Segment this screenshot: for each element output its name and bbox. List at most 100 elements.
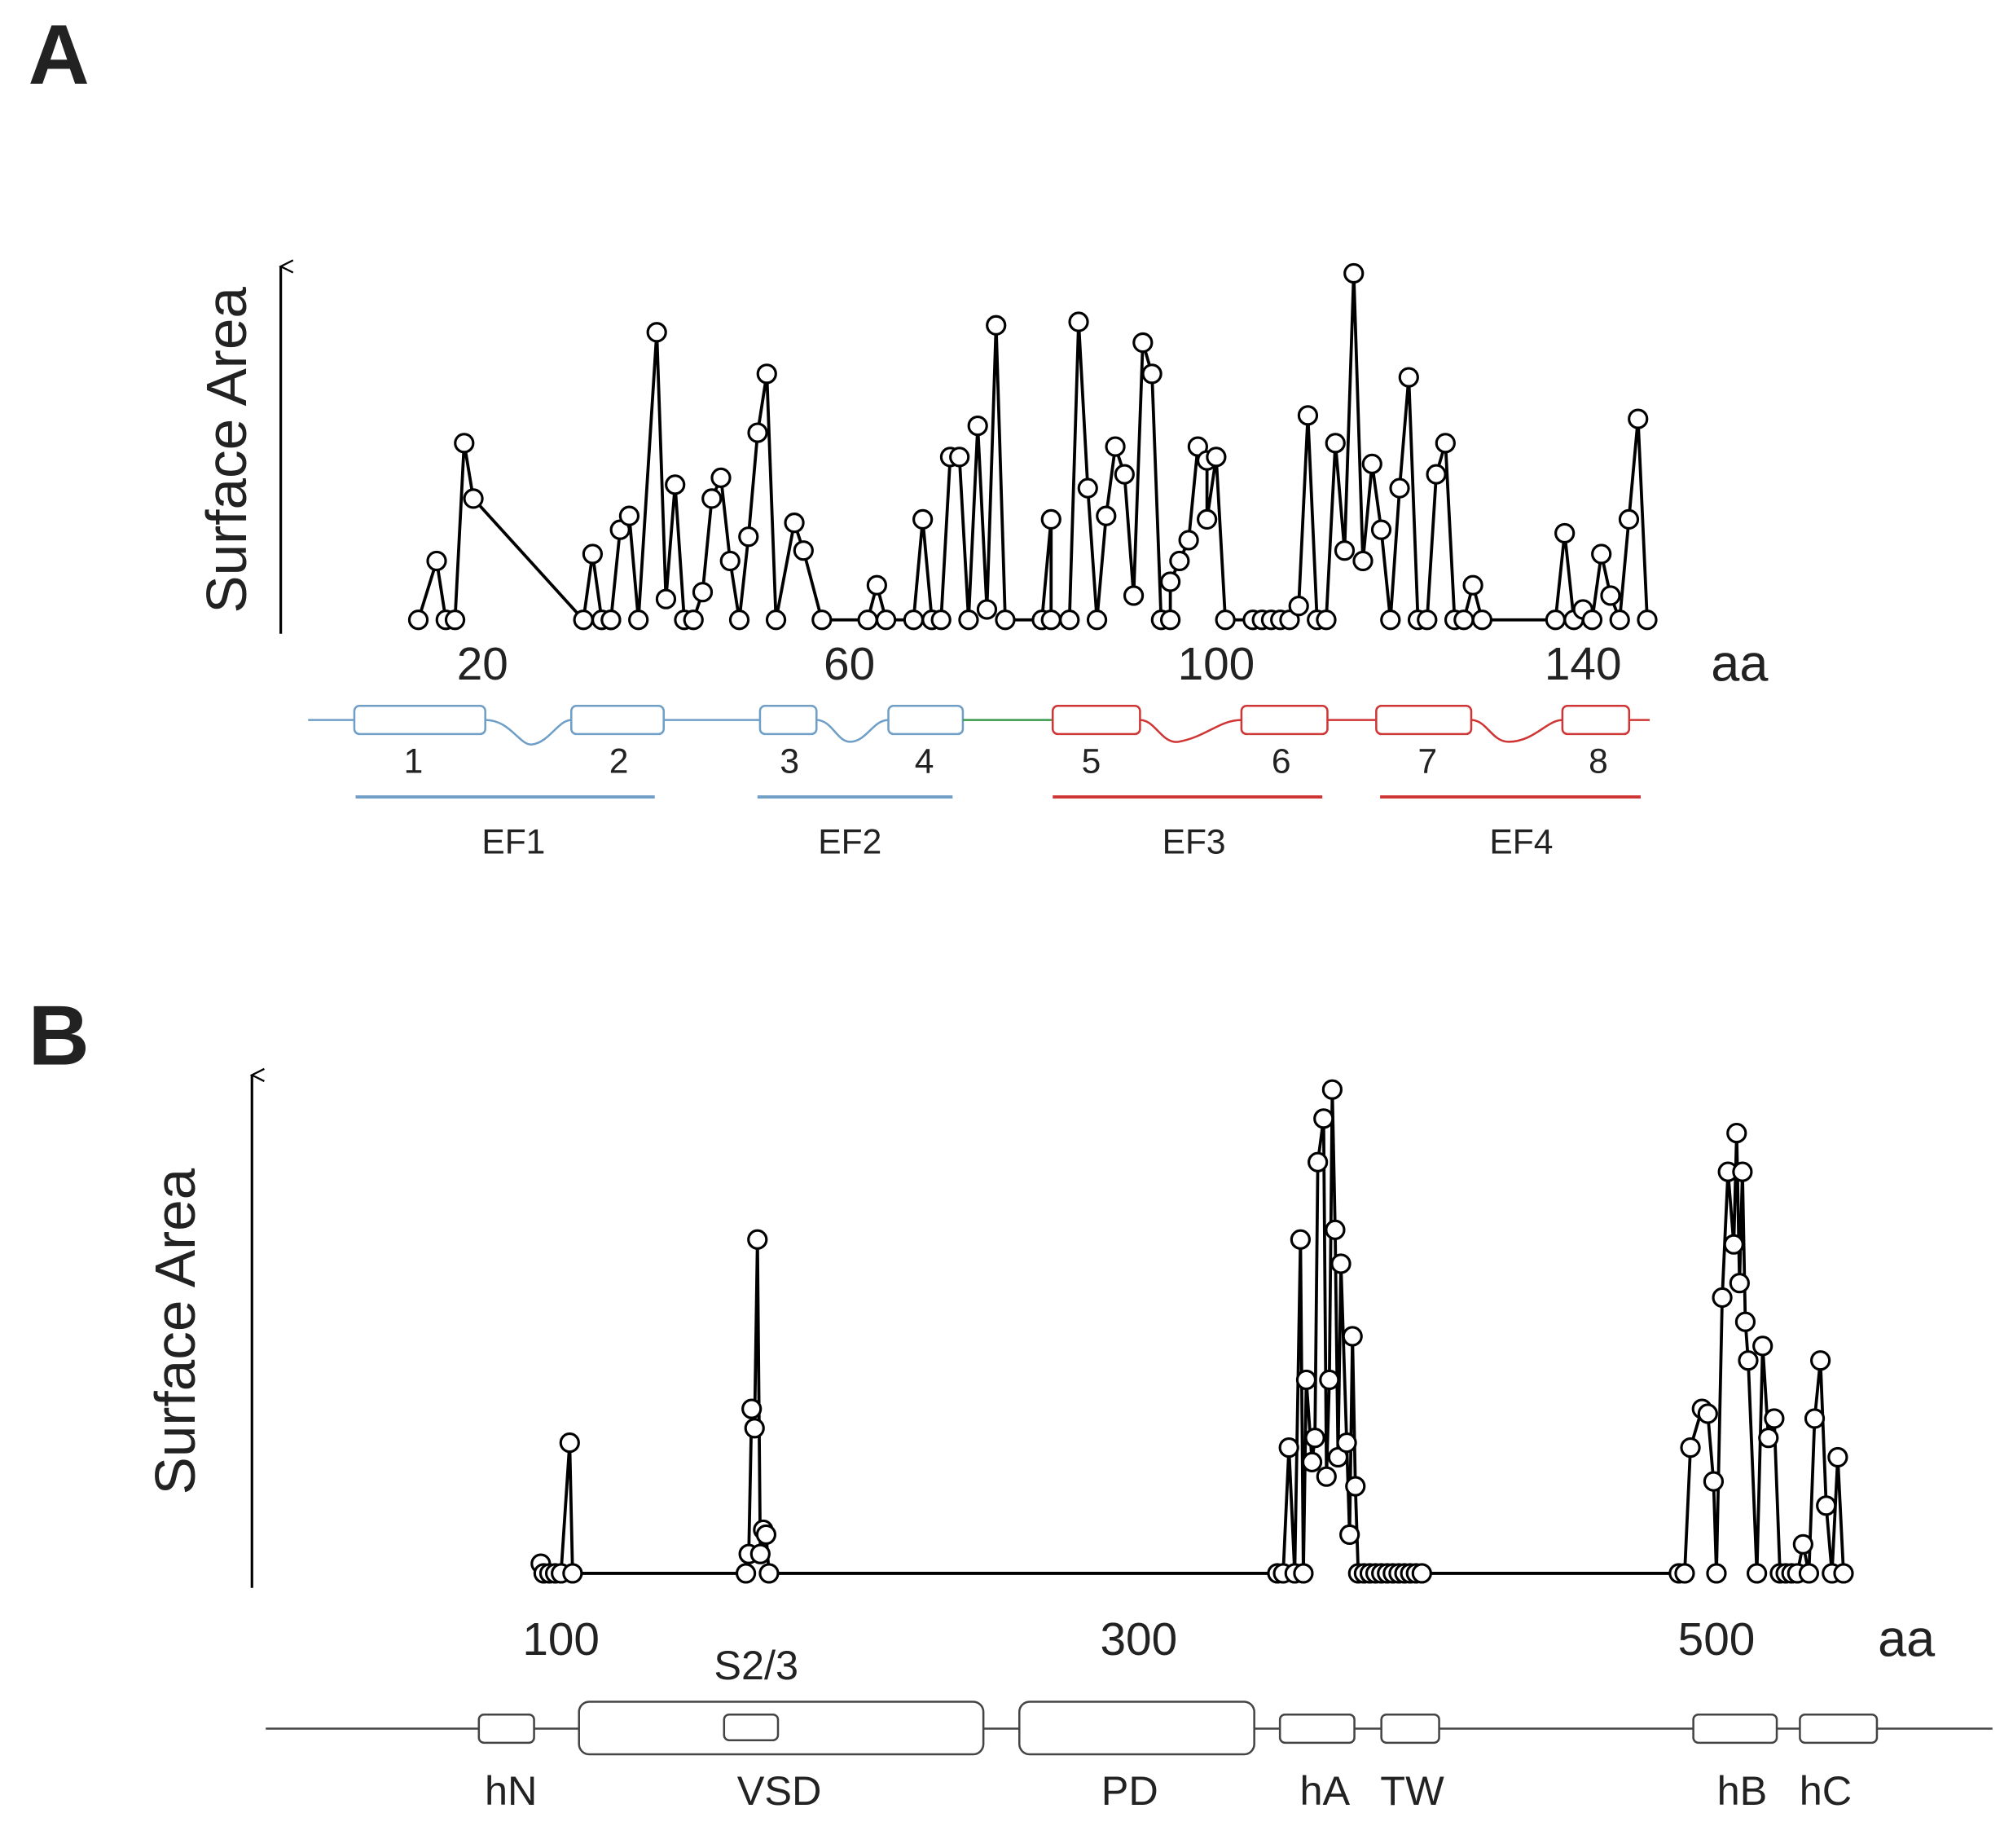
data-point — [1077, 477, 1098, 499]
data-point — [1752, 1335, 1773, 1357]
data-point — [1197, 508, 1218, 530]
data-point — [1325, 1219, 1346, 1240]
data-point — [1288, 596, 1309, 617]
data-point — [1345, 1476, 1366, 1497]
data-point — [903, 609, 925, 631]
data-point — [747, 422, 768, 443]
data-point — [986, 315, 1007, 336]
data-point — [1316, 1466, 1337, 1487]
data-point — [793, 540, 814, 561]
data-point — [1618, 508, 1640, 530]
ef-label: EF3 — [1163, 823, 1226, 862]
data-point — [876, 609, 897, 631]
data-point — [1325, 433, 1346, 454]
data-point — [1040, 609, 1061, 631]
x-tick-label: 500 — [1678, 1614, 1756, 1665]
ef-label: EF2 — [818, 823, 881, 862]
data-point — [463, 488, 484, 509]
data-point — [1697, 1403, 1718, 1424]
x-tick-label: 60 — [824, 639, 875, 690]
data-point — [958, 609, 979, 631]
data-point — [765, 609, 787, 631]
data-point — [1086, 609, 1108, 631]
data-point — [784, 513, 805, 534]
channel-diagram — [266, 1701, 1993, 1756]
data-point — [573, 609, 594, 631]
data-point — [1279, 609, 1300, 631]
domain-label: S2/3 — [714, 1642, 798, 1688]
data-point — [1637, 609, 1658, 631]
data-point — [1712, 1287, 1733, 1309]
data-point — [1398, 367, 1419, 388]
data-point — [1159, 571, 1181, 592]
data-line — [416, 271, 1649, 622]
domain-label: hN — [485, 1767, 537, 1814]
data-point — [1319, 1369, 1340, 1391]
helix-label: 7 — [1418, 741, 1438, 781]
data-point — [749, 1543, 771, 1564]
data-point — [1810, 1350, 1831, 1371]
data-point — [1123, 585, 1145, 606]
data-point — [1471, 609, 1492, 631]
data-point — [1352, 550, 1373, 572]
data-point — [407, 609, 429, 631]
data-point — [976, 599, 998, 620]
data-point — [1297, 405, 1319, 426]
data-point — [1215, 609, 1236, 631]
data-point — [735, 1563, 757, 1584]
data-point — [710, 467, 732, 488]
data-point — [1068, 311, 1089, 332]
data-point — [1334, 540, 1356, 561]
data-point — [1703, 1471, 1725, 1492]
data-point — [1747, 1563, 1768, 1584]
ef-label: EF1 — [481, 823, 545, 862]
data-point — [1554, 522, 1576, 544]
domain-label: TW — [1380, 1767, 1444, 1814]
data-point — [747, 1229, 768, 1250]
data-point — [1339, 1524, 1360, 1546]
helix-label: 1 — [404, 741, 424, 781]
data-point — [1417, 609, 1438, 631]
data-point — [1290, 1229, 1311, 1250]
data-point — [1313, 1108, 1334, 1129]
data-point — [1792, 1533, 1813, 1555]
data-point — [866, 574, 887, 596]
data-point — [1343, 262, 1365, 284]
data-point — [912, 508, 934, 530]
y-axis-label: Surface Area — [195, 287, 258, 614]
data-point — [1293, 1563, 1314, 1584]
domain-label: PD — [1101, 1767, 1158, 1814]
ef-label: EF4 — [1489, 823, 1553, 862]
data-point — [949, 447, 970, 468]
x-axis-label: aa — [1711, 636, 1769, 693]
helix-label: 4 — [915, 741, 934, 781]
data-point — [1674, 1563, 1695, 1584]
data-point — [1798, 1563, 1820, 1584]
data-point — [1726, 1123, 1747, 1144]
data-point — [1758, 1428, 1779, 1449]
x-tick-label: 300 — [1100, 1614, 1177, 1665]
x-tick-label: 100 — [522, 1614, 600, 1665]
data-point — [1169, 550, 1190, 572]
data-point — [744, 1418, 765, 1439]
data-point — [1734, 1311, 1756, 1332]
data-point — [1370, 519, 1392, 540]
data-point — [426, 550, 447, 572]
data-point — [930, 609, 952, 631]
data-point — [1804, 1408, 1826, 1429]
data-point — [756, 363, 777, 385]
data-point — [1380, 609, 1401, 631]
data-point — [1816, 1495, 1837, 1516]
data-point — [755, 1524, 777, 1546]
data-point — [1732, 1161, 1753, 1182]
helix-label: 8 — [1589, 741, 1608, 781]
x-tick-label: 20 — [457, 639, 508, 690]
data-point — [1304, 1428, 1325, 1449]
domain-label: VSD — [737, 1767, 822, 1814]
data-point — [562, 1563, 583, 1584]
panel-label: B — [29, 988, 90, 1083]
data-point — [701, 488, 723, 509]
data-point — [1308, 1151, 1329, 1173]
